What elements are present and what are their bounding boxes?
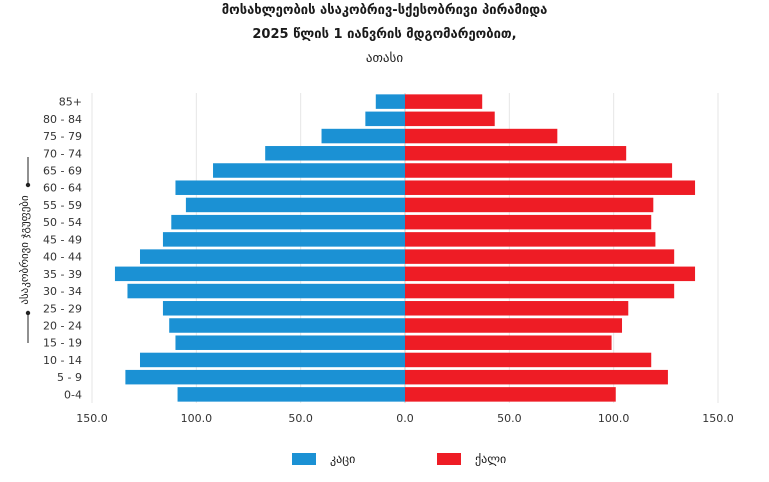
bar-male (125, 369, 406, 385)
category-label: 80 - 84 (43, 113, 82, 126)
legend-item-male: კაცი (292, 450, 355, 468)
x-tick-label: 50.0 (288, 412, 313, 425)
bar-male (139, 352, 405, 368)
legend-swatch-male (292, 453, 316, 465)
category-label: 55 - 59 (43, 199, 82, 212)
bar-female (405, 249, 675, 264)
category-label: 60 - 64 (43, 182, 82, 195)
legend-label-female: ქალი (475, 452, 507, 466)
category-label: 15 - 19 (43, 337, 82, 350)
category-label: 85+ (59, 96, 82, 109)
legend-swatch-female (437, 453, 461, 465)
bar-female (405, 301, 629, 316)
category-label: 30 - 34 (43, 285, 82, 298)
bar-female (405, 232, 656, 247)
grid-lines (91, 93, 719, 403)
category-label: 45 - 49 (43, 233, 82, 246)
bar-male (321, 128, 405, 144)
category-label: 5 - 9 (57, 371, 82, 384)
bar-female (405, 318, 623, 333)
bar-male (177, 387, 405, 402)
bar-female (405, 387, 616, 402)
bars (114, 94, 696, 402)
bar-female (405, 283, 675, 299)
category-label: 10 - 14 (43, 354, 82, 367)
y-axis-label: ასაკობრივი ჯგუფები (18, 195, 31, 305)
bar-male (114, 266, 405, 282)
bar-female (405, 266, 696, 282)
chart-title: მოსახლეობის ასაკობრივ-სქესობრივი პირამიდ… (221, 3, 548, 18)
bar-male (175, 180, 405, 195)
legend-label-male: კაცი (330, 452, 356, 466)
x-tick-label: 100.0 (598, 412, 630, 425)
category-label: 20 - 24 (43, 320, 82, 333)
x-tick-label: 100.0 (181, 412, 213, 425)
category-label: 70 - 74 (43, 147, 82, 160)
bar-female (405, 369, 668, 385)
bar-male (169, 318, 405, 333)
bar-female (405, 352, 652, 368)
bar-female (405, 128, 558, 144)
y-axis-decoration: ასაკობრივი ჯგუფები (18, 157, 31, 343)
category-label: 40 - 44 (43, 251, 82, 264)
bar-male (375, 94, 405, 109)
legend-item-female: ქალი (437, 450, 506, 468)
category-label: 75 - 79 (43, 130, 82, 143)
category-label: 35 - 39 (43, 268, 82, 281)
bar-male (365, 111, 405, 127)
bar-male (265, 146, 405, 161)
bar-female (405, 146, 627, 161)
bar-female (405, 180, 696, 195)
x-tick-label: 50.0 (497, 412, 522, 425)
category-labels: 85+ 80 - 84 75 - 79 70 - 74 65 - 69 60 - 64 55… (43, 96, 82, 402)
bar-male (175, 335, 405, 350)
bar-male (171, 214, 405, 230)
bar-female (405, 94, 483, 109)
x-tick-label: 150.0 (702, 412, 734, 425)
bar-male (127, 283, 406, 299)
category-label: 0-4 (64, 388, 82, 401)
category-label: 65 - 69 (43, 165, 82, 178)
chart-subtitle: 2025 წლის 1 იანვრის მდგომარეობით, (252, 27, 517, 42)
bar-female (405, 335, 612, 350)
bar-male (139, 249, 405, 264)
category-label: 50 - 54 (43, 216, 82, 229)
bar-male (162, 232, 405, 247)
bar-male (213, 163, 405, 178)
bar-female (405, 214, 652, 230)
bar-male (162, 301, 405, 316)
x-tick-labels: 150.0 100.0 50.0 0.0 50.0 100.0 150.0 (76, 412, 734, 425)
unit-label: ათასი (365, 51, 404, 66)
bar-female (405, 197, 654, 213)
x-tick-label: 0.0 (396, 412, 414, 425)
bar-female (405, 111, 495, 127)
x-tick-label: 150.0 (76, 412, 108, 425)
bar-female (405, 163, 673, 178)
bar-male (185, 197, 405, 213)
category-label: 25 - 29 (43, 302, 82, 315)
